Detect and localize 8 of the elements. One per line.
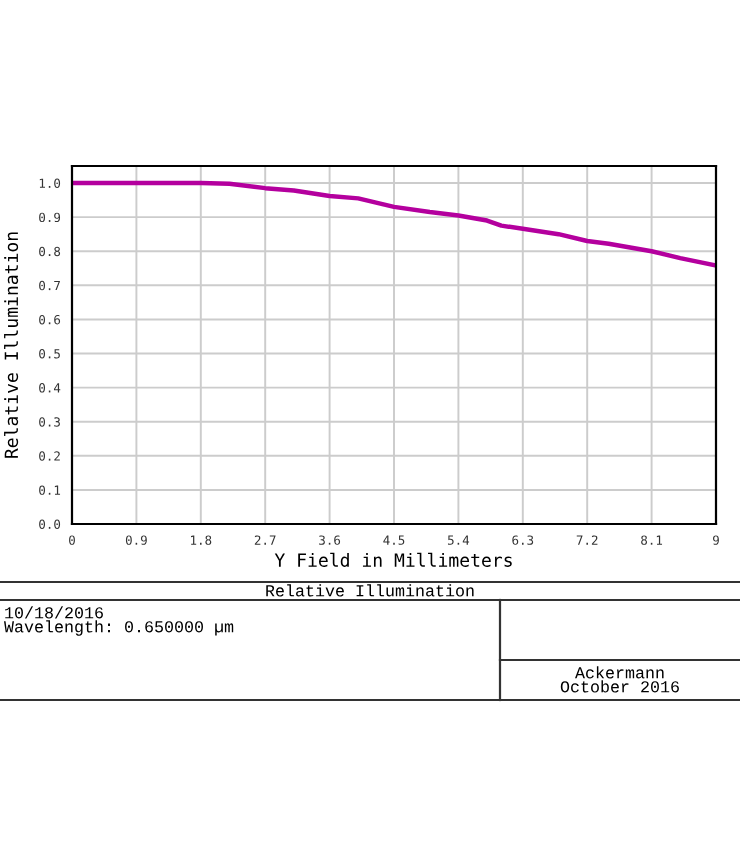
x-axis-title: Y Field in Millimeters [274, 552, 512, 567]
y-axis-title: Relative Illumination [4, 232, 19, 458]
text: Wavelength: 0.650000 µm [4, 620, 234, 636]
line-series [72, 180, 716, 268]
text: 10/18/2016 [5, 606, 103, 619]
text: Ackermann [574, 666, 664, 679]
text: Relative Illumination [266, 584, 474, 597]
text: October 2016 [560, 680, 679, 693]
